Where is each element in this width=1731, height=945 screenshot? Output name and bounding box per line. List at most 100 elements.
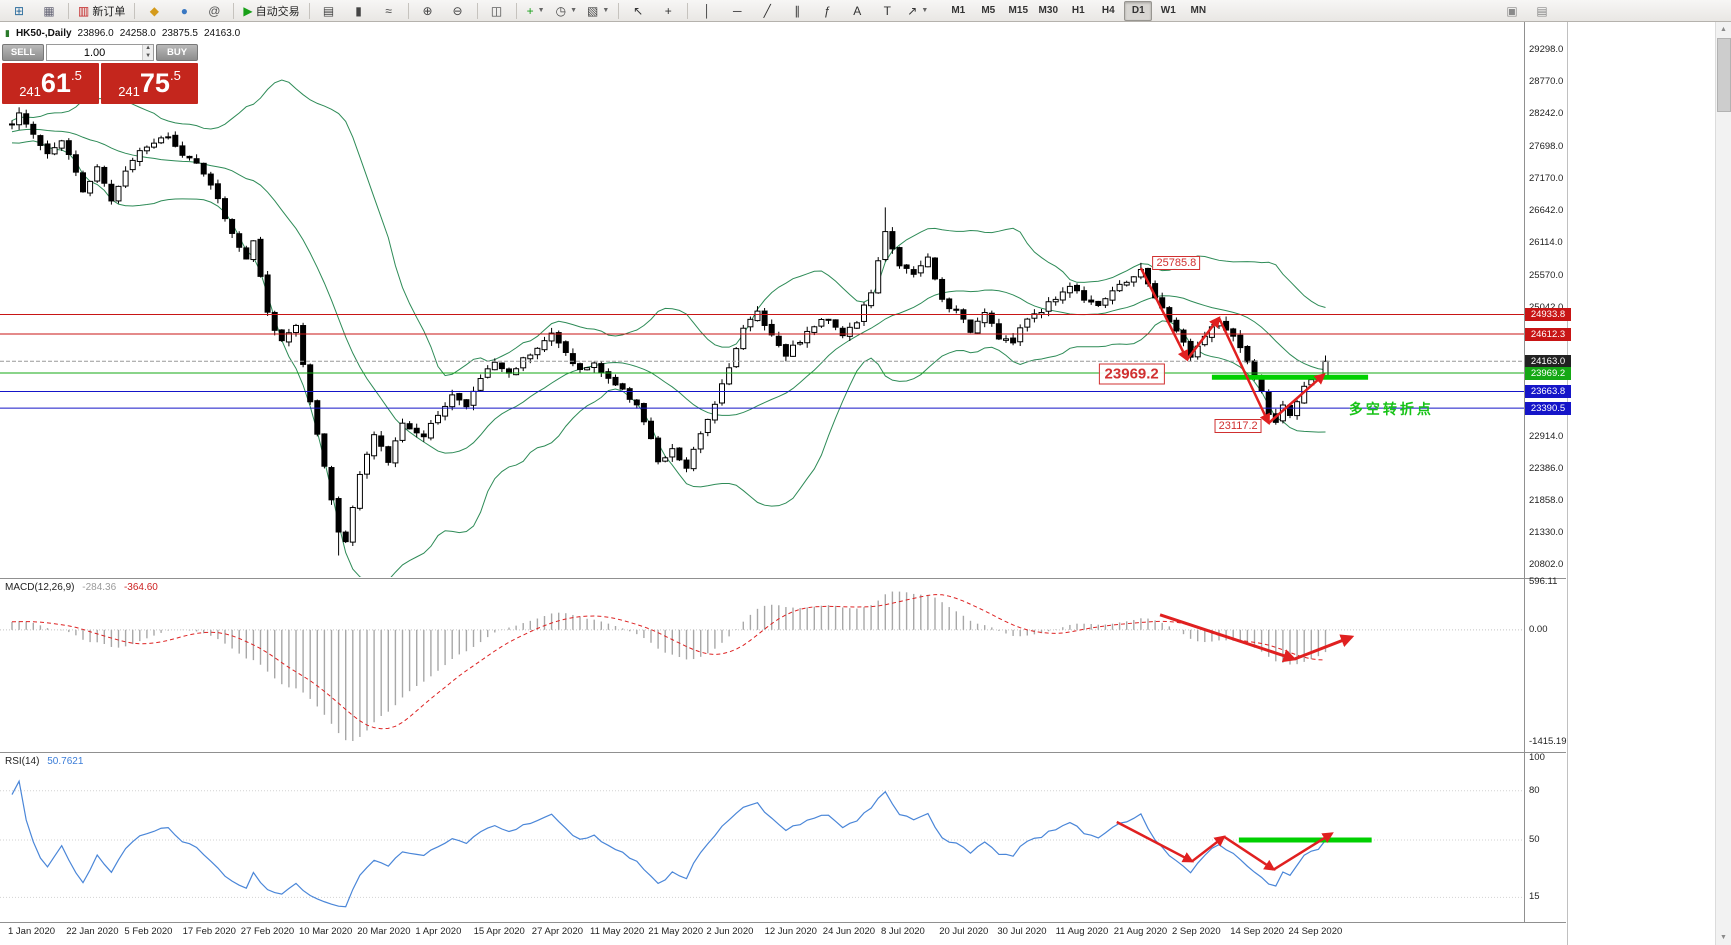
price-annotation-label[interactable]: 23969.2: [1098, 363, 1165, 385]
sell-button[interactable]: SELL: [2, 44, 44, 61]
market-button[interactable]: ◆: [140, 1, 168, 21]
trend-arrow[interactable]: [1139, 267, 1189, 362]
candle-body: [307, 364, 314, 403]
candle-body: [988, 312, 995, 324]
crosshair-button[interactable]: +: [654, 1, 682, 21]
toolbar-separator: [515, 2, 517, 19]
candle-body: [1017, 327, 1024, 343]
volume-input[interactable]: [47, 45, 143, 60]
rsi-axis-label: 50: [1529, 834, 1540, 845]
candle-body: [740, 327, 747, 350]
docked-panel-button[interactable]: ▣: [1498, 1, 1526, 21]
candle-body: [129, 159, 136, 171]
y-axis-label: 29298.0: [1529, 43, 1564, 55]
buy-button[interactable]: BUY: [156, 44, 198, 61]
autotrading-button[interactable]: ▶ 自动交易: [239, 1, 303, 21]
templates-button[interactable]: ▧ ▼: [583, 1, 613, 21]
sell-price-big: 61: [40, 68, 71, 98]
volume-up-button[interactable]: ▲: [143, 45, 153, 53]
trend-arrow[interactable]: [1217, 317, 1270, 426]
toolbar-separator: [134, 2, 136, 19]
equidistant-channel-button[interactable]: ∥: [783, 1, 811, 21]
x-axis-label: 24 Sep 2020: [1288, 926, 1343, 937]
bar-chart-button[interactable]: ▤: [315, 1, 343, 21]
trend-arrow[interactable]: [1186, 316, 1221, 361]
arrows-tool-button[interactable]: ↗ ▼: [903, 1, 932, 21]
candle-body: [285, 332, 292, 343]
candle-body: [108, 183, 115, 202]
trendline-button[interactable]: ╱: [753, 1, 781, 21]
help-panel-button[interactable]: ▤: [1528, 1, 1556, 21]
macd-trend-arrow[interactable]: [1159, 613, 1297, 663]
candle-body: [1031, 313, 1038, 319]
candle-body: [1187, 340, 1194, 358]
macd-trend-arrow[interactable]: [1293, 634, 1355, 661]
y-axis-label: 28242.0: [1529, 107, 1564, 119]
rsi-axis-label: 80: [1529, 784, 1540, 796]
text-button[interactable]: A: [843, 1, 871, 21]
new-chart-button[interactable]: ⊞: [5, 1, 33, 21]
vertical-line-button[interactable]: │: [693, 1, 721, 21]
sell-price-panel[interactable]: 241 61 .5: [2, 63, 99, 104]
timeframe-m1-button[interactable]: M1: [951, 5, 966, 16]
buy-price-panel[interactable]: 241 75 .5: [101, 63, 198, 104]
turning-point-text[interactable]: 多空转折点: [1348, 400, 1434, 417]
candle-body: [321, 433, 328, 467]
search-icon: @: [208, 3, 221, 18]
one-click-trading-panel: SELL ▲ ▼ BUY 241 61 .5 241: [2, 44, 198, 104]
zoom-out-button[interactable]: ⊖: [444, 1, 472, 21]
scroll-up-button[interactable]: ▲: [1720, 26, 1727, 33]
candle-body: [1130, 276, 1137, 283]
candle-body: [413, 427, 420, 434]
timeframe-mn-button[interactable]: MN: [1190, 5, 1207, 16]
text-label-button[interactable]: T: [873, 1, 901, 21]
trend-arrow[interactable]: [1267, 372, 1326, 425]
x-axis-label: 8 Jul 2020: [881, 926, 925, 937]
cursor-button[interactable]: ↖: [624, 1, 652, 21]
candle-body: [662, 457, 669, 462]
timeframe-m30-button[interactable]: M30: [1038, 5, 1058, 16]
candle-body: [924, 256, 931, 268]
rsi-line: [11, 779, 1326, 908]
candle-body: [80, 172, 86, 193]
scrollbar-thumb[interactable]: [1717, 38, 1731, 112]
search-button[interactable]: @: [200, 1, 228, 21]
candle-body: [648, 420, 654, 440]
timeframe-d1-button[interactable]: D1: [1124, 0, 1153, 21]
line-chart-button[interactable]: ≈: [375, 1, 403, 21]
rsi-trend-arrow[interactable]: [1223, 835, 1276, 871]
chart-profiles-button[interactable]: ▦: [35, 1, 63, 21]
tile-windows-button[interactable]: ◫: [483, 1, 511, 21]
timeframe-h4-button[interactable]: H4: [1101, 5, 1115, 16]
community-button[interactable]: ●: [170, 1, 198, 21]
candle-body: [939, 278, 946, 300]
volume-down-button[interactable]: ▼: [143, 52, 153, 60]
rsi-trend-arrow[interactable]: [1116, 820, 1195, 863]
scroll-down-button[interactable]: ▼: [1720, 934, 1727, 941]
candlestick-chart-button[interactable]: ▮: [345, 1, 373, 21]
candle-body: [335, 498, 342, 533]
new-order-button[interactable]: ▥ 新订单: [74, 1, 129, 21]
fibonacci-button[interactable]: ƒ: [813, 1, 841, 21]
zoom-in-icon: ⊕: [422, 3, 433, 18]
zoom-in-button[interactable]: ⊕: [414, 1, 442, 21]
timeframe-m5-button[interactable]: M5: [981, 5, 996, 16]
price-annotation-label[interactable]: 23117.2: [1214, 419, 1262, 434]
timeframe-w1-button[interactable]: W1: [1160, 5, 1176, 16]
candle-body: [356, 473, 363, 509]
chart-ohlc-header: ▮ HK50-,Daily 23896.0 24258.0 23875.5 24…: [5, 28, 240, 39]
candle-body: [562, 341, 569, 353]
y-axis-label: 21330.0: [1529, 527, 1564, 539]
timeframe-h1-button[interactable]: H1: [1071, 5, 1085, 16]
x-axis-label: 11 Aug 2020: [1055, 926, 1109, 937]
rsi-trend-arrow[interactable]: [1273, 832, 1334, 871]
timeframe-m15-button[interactable]: M15: [1008, 5, 1028, 16]
candle-body: [733, 348, 740, 368]
rsi-trend-arrow[interactable]: [1191, 835, 1226, 863]
price-annotation-label[interactable]: 25785.8: [1152, 255, 1201, 270]
periods-button[interactable]: ◷ ▼: [552, 1, 581, 21]
vertical-scrollbar[interactable]: ▲ ▼: [1715, 22, 1731, 945]
indicators-button[interactable]: + ▼: [522, 1, 550, 21]
horizontal-line-button[interactable]: ─: [723, 1, 751, 21]
